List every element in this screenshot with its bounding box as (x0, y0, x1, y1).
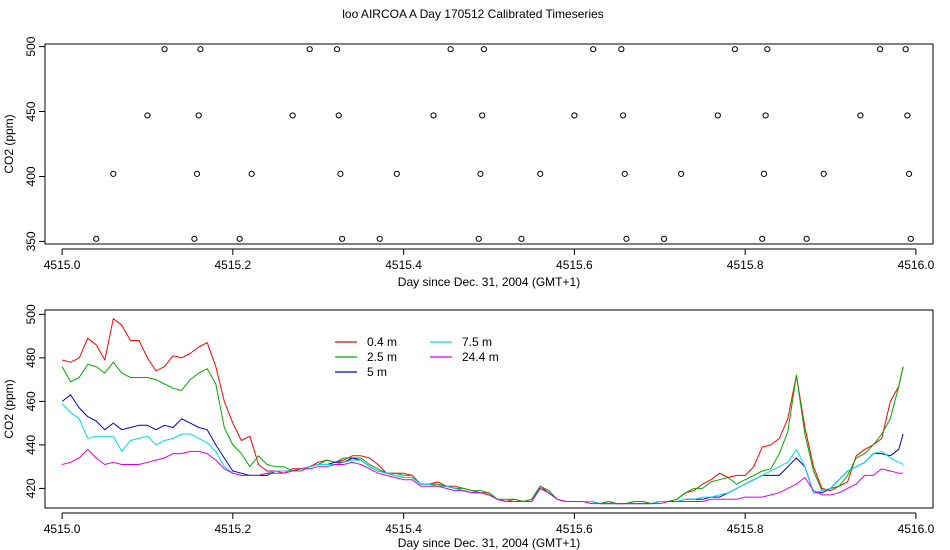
bottom-panel-lines: 420 440 460 480 500 4515.0 4515.2 4515.4 4515.6… (2, 304, 935, 550)
scatter-point (876, 46, 884, 53)
scatter-point (337, 170, 344, 177)
bottom-y-tick-label: 420 (24, 478, 38, 498)
scatter-point (618, 46, 625, 53)
top-x-tick-label: 4515.4 (385, 258, 422, 272)
scatter-point (144, 112, 151, 119)
scatter-point (475, 235, 482, 242)
scatter-point (623, 235, 630, 242)
scatter-point (803, 235, 810, 242)
scatter-point (714, 112, 721, 119)
scatter-point (376, 235, 383, 242)
bottom-x-tick-label: 4516.0 (898, 522, 935, 536)
legend-label: 24.4 m (462, 350, 499, 364)
scatter-point (110, 170, 117, 177)
bottom-x-tick-label: 4515.0 (44, 522, 81, 536)
scatter-point (479, 112, 486, 119)
scatter-point (306, 46, 313, 53)
top-x-axis-label: Day since Dec. 31, 2004 (GMT+1) (398, 275, 580, 289)
top-scatter-points (93, 46, 914, 242)
top-plot-frame (44, 43, 934, 245)
series-line-24-4-m (61, 448, 904, 505)
scatter-point (619, 112, 627, 119)
scatter-point (764, 46, 771, 53)
bottom-y-axis-label: CO2 (ppm) (2, 379, 16, 438)
bottom-x-tick-label: 4515.4 (385, 522, 422, 536)
legend-label: 7.5 m (462, 335, 492, 349)
bottom-x-axis: 4515.0 4515.2 4515.4 4515.6 4515.8 4516.0 (44, 512, 935, 536)
bottom-x-tick-label: 4515.2 (214, 522, 251, 536)
top-y-axis-label: CO2 (ppm) (2, 114, 16, 173)
scatter-point (236, 235, 243, 242)
scatter-point (820, 170, 827, 177)
scatter-point (333, 46, 341, 53)
top-x-tick-label: 4515.2 (214, 258, 251, 272)
bottom-series-lines (61, 318, 904, 505)
scatter-point (678, 170, 685, 177)
scatter-point (907, 235, 914, 242)
scatter-point (289, 112, 296, 119)
scatter-point (430, 112, 437, 119)
top-y-axis: 350 400 450 500 (24, 36, 45, 251)
series-line-0-4-m (61, 318, 904, 505)
scatter-point (590, 46, 597, 53)
bottom-x-tick-label: 4515.8 (727, 522, 764, 536)
bottom-x-tick-label: 4515.6 (556, 522, 593, 536)
scatter-point (518, 235, 525, 242)
scatter-point (335, 112, 342, 119)
bottom-y-tick-label: 480 (24, 348, 38, 368)
scatter-point (660, 235, 668, 242)
top-y-tick-label: 400 (24, 166, 38, 186)
series-line-2-5-m (61, 361, 904, 505)
legend-label: 2.5 m (367, 350, 397, 364)
scatter-point (339, 235, 346, 242)
legend-label: 0.4 m (367, 335, 397, 349)
scatter-point (161, 46, 168, 53)
scatter-point (537, 170, 544, 177)
scatter-point (393, 170, 400, 177)
scatter-point (480, 46, 487, 53)
scatter-point (191, 235, 198, 242)
scatter-point (195, 112, 202, 119)
scatter-point (731, 46, 739, 53)
top-y-tick-label: 500 (24, 36, 38, 56)
bottom-y-axis: 420 440 460 480 500 (24, 304, 45, 498)
bottom-plot-frame (44, 309, 934, 509)
scatter-point (762, 112, 769, 119)
scatter-point (197, 46, 204, 53)
top-x-tick-label: 4515.0 (44, 258, 81, 272)
bottom-x-axis-label: Day since Dec. 31, 2004 (GMT+1) (398, 536, 580, 550)
scatter-point (248, 170, 255, 177)
scatter-point (902, 46, 909, 53)
chart-title: loo AIRCOA A Day 170512 Calibrated Times… (342, 7, 603, 21)
scatter-point (571, 112, 578, 119)
legend: 0.4 m2.5 m5 m 7.5 m24.4 m (335, 335, 499, 379)
top-x-axis: 4515.0 4515.2 4515.4 4515.6 4515.8 4516.0 (44, 248, 935, 272)
legend-label: 5 m (367, 365, 387, 379)
bottom-y-tick-label: 460 (24, 391, 38, 411)
top-x-tick-label: 4515.6 (556, 258, 593, 272)
series-line-7-5-m (61, 403, 904, 505)
bottom-y-tick-label: 440 (24, 435, 38, 455)
scatter-point (93, 235, 100, 242)
scatter-point (760, 170, 768, 177)
scatter-point (621, 170, 628, 177)
top-y-tick-label: 350 (24, 231, 38, 251)
scatter-point (857, 112, 864, 119)
bottom-y-tick-label: 500 (24, 304, 38, 324)
top-x-tick-label: 4515.8 (727, 258, 764, 272)
scatter-point (905, 170, 913, 177)
series-line-5-m (61, 394, 904, 505)
scatter-point (759, 235, 766, 242)
top-y-tick-label: 450 (24, 101, 38, 121)
scatter-point (477, 170, 484, 177)
top-x-tick-label: 4516.0 (898, 258, 935, 272)
scatter-point (447, 46, 454, 53)
scatter-point (904, 112, 911, 119)
scatter-point (193, 170, 201, 177)
